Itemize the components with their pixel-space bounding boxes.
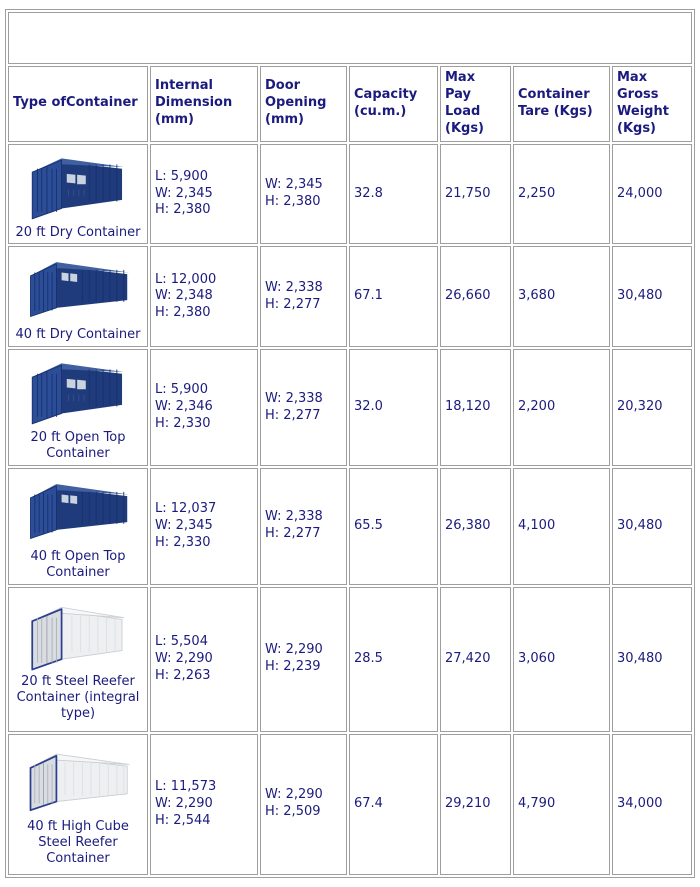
white-reefer-long-icon	[29, 753, 130, 812]
max-gross-weight-cell: 24,000	[612, 143, 692, 245]
table-row: 40 ft High Cube Steel Reefer Container L:…	[8, 733, 692, 875]
table-row: 20 ft Steel Reefer Container (integral t…	[8, 586, 692, 732]
capacity-cell: 67.4	[349, 733, 438, 875]
table-row: 40 ft Open Top Container L: 12,037 W: 2,3…	[8, 468, 692, 585]
container-type-label-20-ft-dry-container: 20 ft Dry Container	[15, 224, 141, 240]
container-tare-cell: 2,250	[513, 143, 610, 245]
max-pay-load-cell: 27,420	[440, 586, 511, 732]
container-type-cell: 40 ft Dry Container	[8, 246, 148, 348]
container-type-label-20-ft-open-top-container: 20 ft Open Top Container	[30, 430, 126, 462]
table-header-row: Type ofContainer Internal Dimension (mm) D…	[8, 66, 692, 142]
blue-container-short-icon	[31, 363, 124, 425]
max-gross-weight-cell: 20,320	[612, 349, 692, 466]
max-gross-weight-cell: 30,480	[612, 246, 692, 348]
container-type-cell: 20 ft Steel Reefer Container (integral t…	[8, 586, 148, 732]
max-pay-load-cell: 26,380	[440, 468, 511, 585]
internal-dimension-cell: L: 5,900 W: 2,346 H: 2,330	[150, 349, 258, 466]
blue-container-short-icon	[31, 157, 124, 219]
internal-dimension-cell: L: 12,000 W: 2,348 H: 2,380	[150, 246, 258, 348]
container-tare-cell: 4,100	[513, 468, 610, 585]
capacity-cell: 32.0	[349, 349, 438, 466]
capacity-cell: 67.1	[349, 246, 438, 348]
door-opening-cell: W: 2,345 H: 2,380	[260, 143, 347, 245]
column-header-internal_dimension: Internal Dimension (mm)	[150, 66, 258, 142]
door-opening-cell: W: 2,338 H: 2,277	[260, 468, 347, 585]
max-gross-weight-cell: 30,480	[612, 586, 692, 732]
max-pay-load-cell: 26,660	[440, 246, 511, 348]
container-spec-table: Type ofContainer Internal Dimension (mm) D…	[5, 9, 695, 878]
internal-dimension-cell: L: 5,900 W: 2,345 H: 2,380	[150, 143, 258, 245]
table-row: 40 ft Dry Container L: 12,000 W: 2,348 H:…	[8, 246, 692, 348]
table-row: 20 ft Dry Container L: 5,900 W: 2,345 H: …	[8, 143, 692, 245]
container-tare-cell: 2,200	[513, 349, 610, 466]
container-type-label-40-ft-open-top-container: 40 ft Open Top Container	[30, 549, 126, 580]
blue-container-long-icon	[30, 262, 129, 318]
blue-container-long-icon	[30, 484, 129, 539]
table-top-row	[8, 12, 692, 64]
container-tare-cell: 3,060	[513, 586, 610, 732]
container-type-label-20-ft-steel-reefer-container-integral-type: 20 ft Steel Reefer Container (integral t…	[16, 673, 140, 721]
container-type-cell: 40 ft High Cube Steel Reefer Container	[8, 733, 148, 875]
container-type-cell: 20 ft Open Top Container	[8, 349, 148, 466]
max-gross-weight-cell: 30,480	[612, 468, 692, 585]
column-header-door_opening: Door Opening (mm)	[260, 66, 347, 142]
column-header-capacity: Capacity (cu.m.)	[349, 66, 438, 142]
max-gross-weight-cell: 34,000	[612, 733, 692, 875]
capacity-cell: 65.5	[349, 468, 438, 585]
door-opening-cell: W: 2,290 H: 2,239	[260, 586, 347, 732]
column-header-container_tare: Container Tare (Kgs)	[513, 66, 610, 142]
table-top-empty-cell	[8, 12, 692, 64]
max-pay-load-cell: 21,750	[440, 143, 511, 245]
column-header-max_pay_load: Max Pay Load (Kgs)	[440, 66, 511, 142]
container-type-cell: 20 ft Dry Container	[8, 143, 148, 245]
capacity-cell: 28.5	[349, 586, 438, 732]
max-pay-load-cell: 29,210	[440, 733, 511, 875]
column-header-max_gross_weight: Max Gross Weight (Kgs)	[612, 66, 692, 142]
internal-dimension-cell: L: 5,504 W: 2,290 H: 2,263	[150, 586, 258, 732]
max-pay-load-cell: 18,120	[440, 349, 511, 466]
internal-dimension-cell: L: 12,037 W: 2,345 H: 2,330	[150, 468, 258, 585]
internal-dimension-cell: L: 11,573 W: 2,290 H: 2,544	[150, 733, 258, 875]
door-opening-cell: W: 2,338 H: 2,277	[260, 246, 347, 348]
column-header-type: Type ofContainer	[8, 66, 148, 142]
container-tare-cell: 3,680	[513, 246, 610, 348]
capacity-cell: 32.8	[349, 143, 438, 245]
container-type-label-40-ft-dry-container: 40 ft Dry Container	[15, 327, 141, 343]
white-reefer-short-icon	[31, 606, 125, 671]
container-tare-cell: 4,790	[513, 733, 610, 875]
container-type-label-40-ft-high-cube-steel-reefer-container: 40 ft High Cube Steel Reefer Container	[27, 818, 129, 866]
door-opening-cell: W: 2,290 H: 2,509	[260, 733, 347, 875]
container-type-cell: 40 ft Open Top Container	[8, 468, 148, 585]
table-row: 20 ft Open Top Container L: 5,900 W: 2,34…	[8, 349, 692, 466]
door-opening-cell: W: 2,338 H: 2,277	[260, 349, 347, 466]
